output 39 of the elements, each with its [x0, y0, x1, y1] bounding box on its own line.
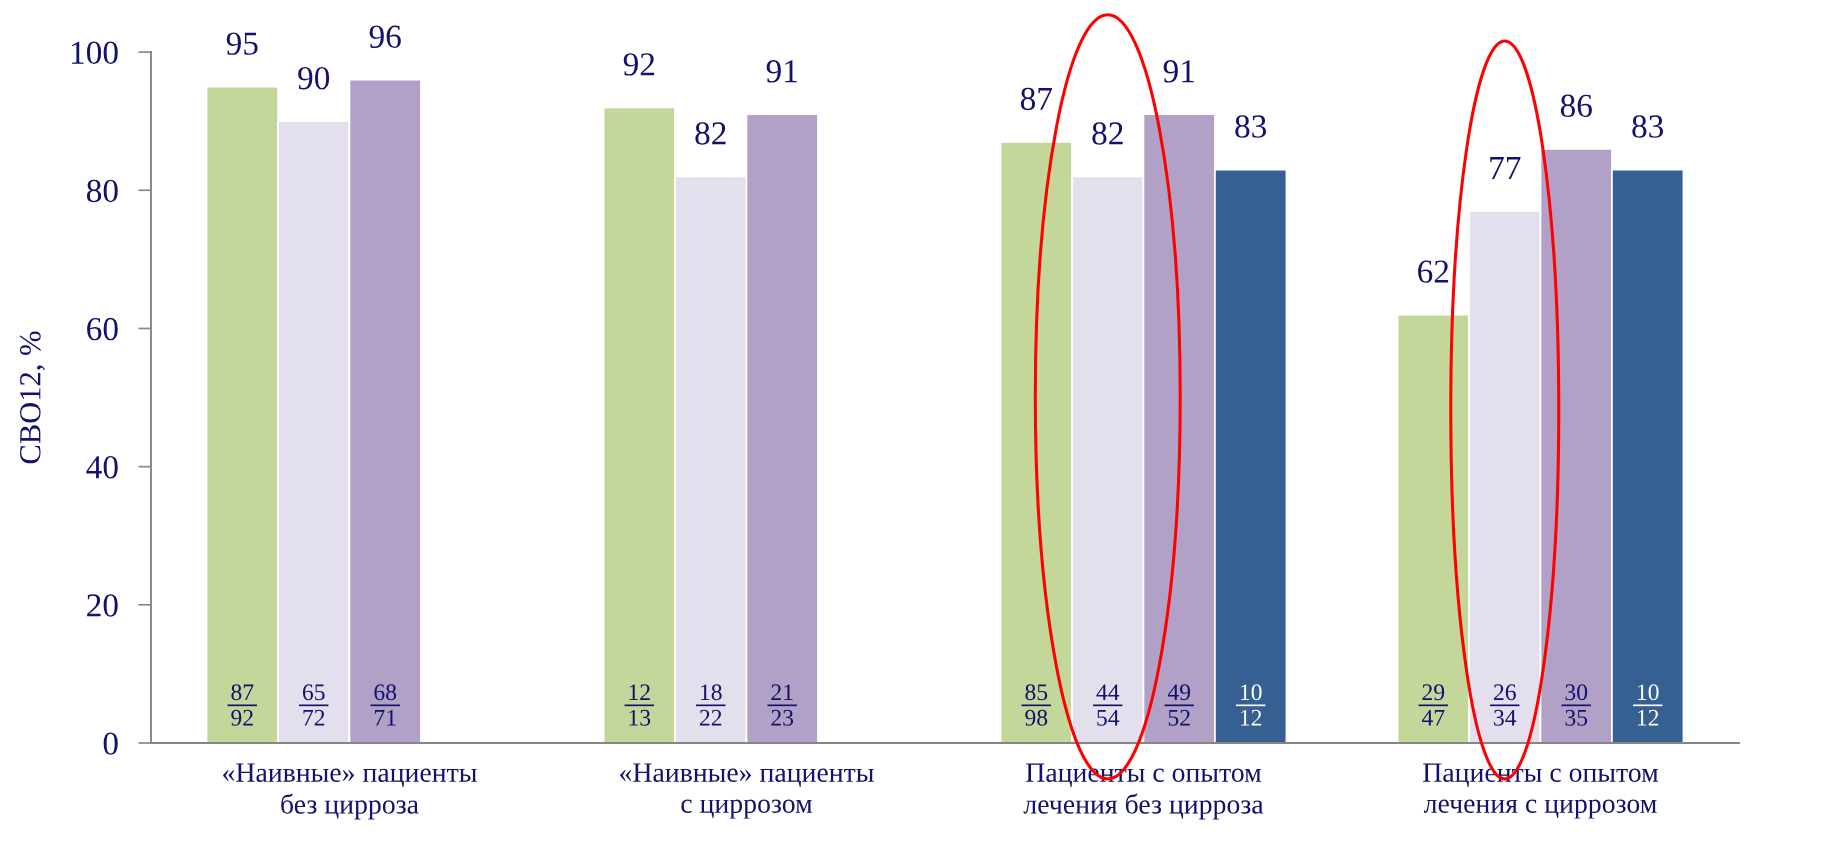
- annotation: 10 12: [1637, 684, 1659, 726]
- data-label: 83: [1632, 115, 1664, 138]
- annotation: 68 71: [374, 684, 397, 726]
- annotation: 26 34: [1494, 684, 1517, 726]
- y-axis-title: СВО12, %: [19, 331, 45, 464]
- annotation: 30 35: [1565, 684, 1588, 726]
- annotation: 12 13: [629, 684, 651, 726]
- data-label: 92: [623, 53, 655, 76]
- data-label: 87: [1020, 87, 1053, 111]
- data-label: 96: [369, 25, 401, 48]
- y-tick-label: 100: [71, 41, 118, 64]
- data-label: 90: [298, 66, 330, 90]
- annotation: 21 23: [771, 684, 794, 726]
- annotation: 65 72: [302, 684, 325, 726]
- annotation: 18 22: [699, 684, 722, 726]
- data-label: 83: [1235, 115, 1267, 138]
- data-label: 95: [226, 32, 258, 55]
- y-tick-label: 0: [103, 732, 118, 755]
- annotation: 87 92: [231, 684, 254, 726]
- annotation: 10 12: [1240, 684, 1262, 726]
- data-label: 77: [1490, 157, 1521, 179]
- x-tick-label: «Наивные» пациенты без цирроза: [223, 763, 477, 820]
- y-tick-label: 60: [87, 317, 118, 341]
- x-tick-label: Пациенты с опытом лечения с циррозом: [1423, 763, 1659, 819]
- annotation: 85 98: [1025, 684, 1048, 726]
- data-label: 82: [1092, 122, 1123, 145]
- annotation: 49 52: [1167, 684, 1191, 726]
- annotation: 44 54: [1096, 684, 1120, 726]
- y-tick-label: 20: [87, 594, 118, 617]
- data-label: 91: [766, 60, 797, 83]
- data-label: 86: [1560, 94, 1592, 118]
- data-label: 62: [1418, 260, 1449, 283]
- y-tick-label: 40: [86, 456, 118, 479]
- data-label: 82: [695, 122, 726, 145]
- x-tick-label: «Наивные» пациенты с циррозом: [620, 763, 874, 819]
- x-tick-label: Пациенты с опытом лечения без цирроза: [1023, 763, 1264, 820]
- annotation: 29 47: [1421, 684, 1445, 726]
- data-label: 91: [1163, 60, 1194, 83]
- y-tick-label: 80: [86, 179, 118, 203]
